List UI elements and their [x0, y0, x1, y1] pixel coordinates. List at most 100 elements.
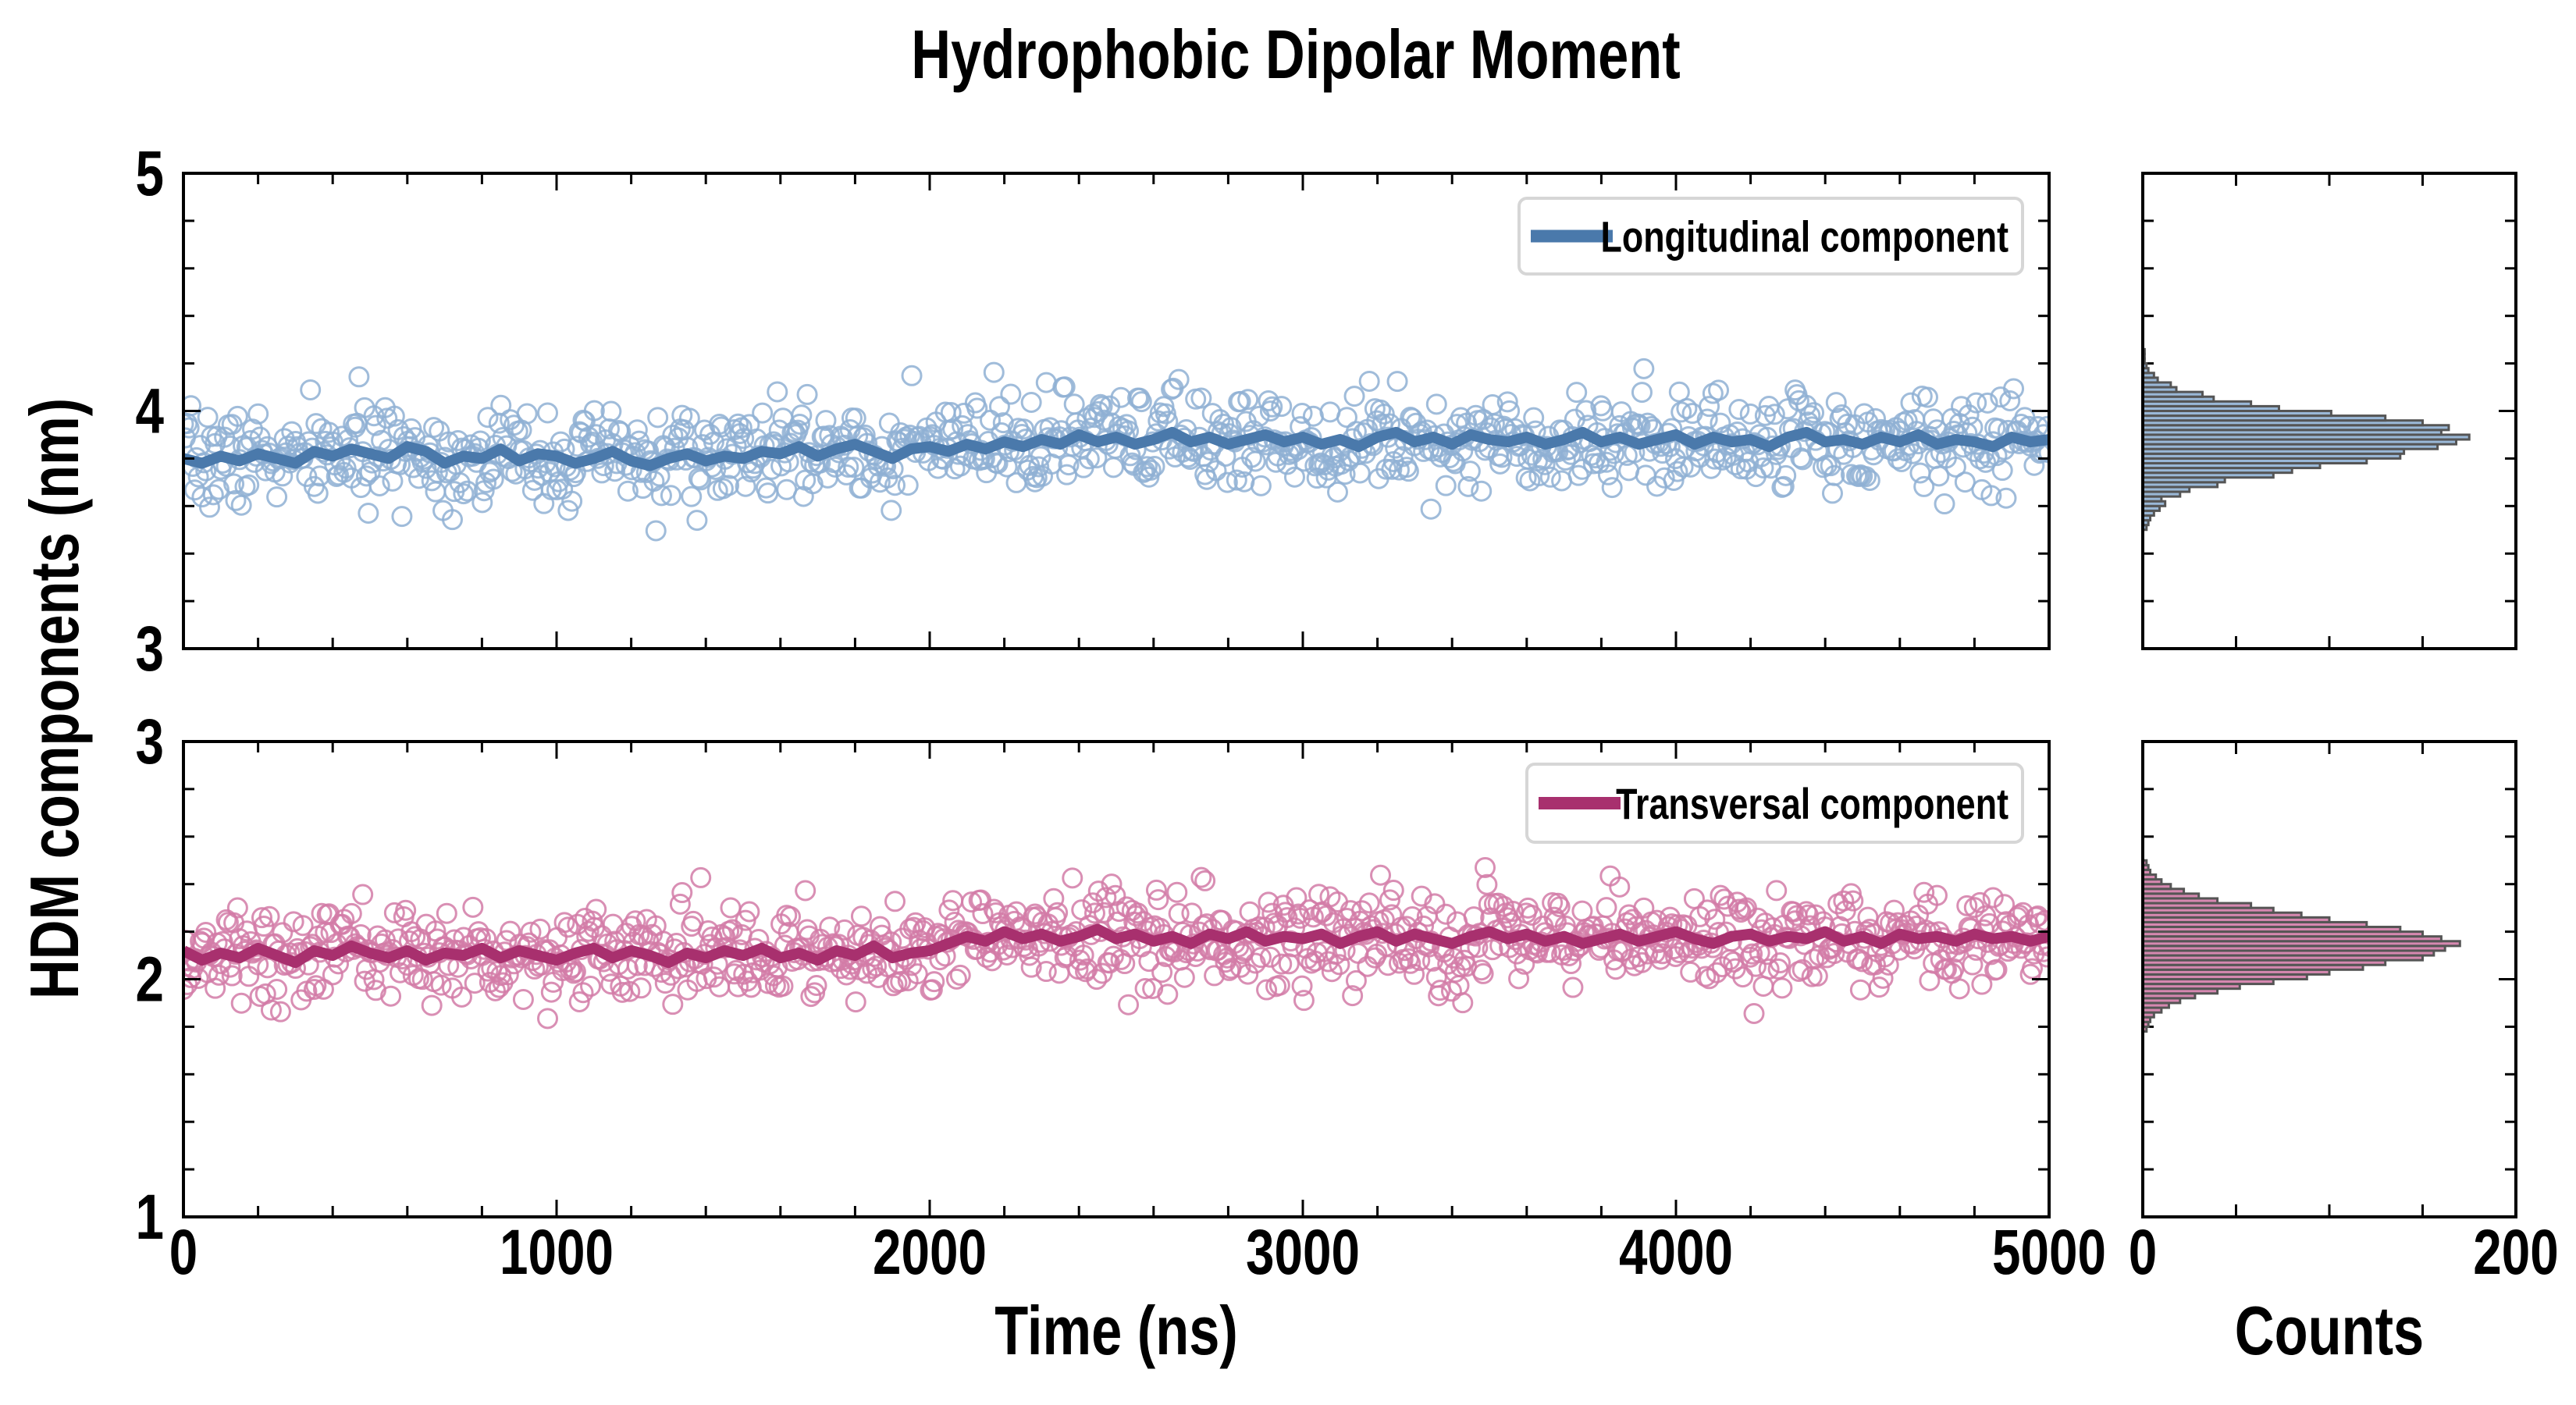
scatter-point	[1668, 941, 1690, 963]
scatter-point	[710, 416, 732, 438]
scatter-point	[1969, 891, 1991, 913]
scatter-point	[1047, 902, 1069, 923]
scatter-point	[1062, 867, 1083, 889]
scatter-point	[940, 401, 962, 423]
scatter-point	[1652, 943, 1674, 965]
scatter-point	[966, 397, 988, 419]
scatter-point	[1190, 866, 1212, 888]
scatter-point	[540, 478, 562, 500]
x-tick-label: 5000	[1992, 1216, 2106, 1288]
y-tick-label-group: 1	[136, 1181, 164, 1253]
scatter-point	[1134, 977, 1156, 999]
scatter-point	[2003, 378, 2025, 400]
scatter-point	[1237, 389, 1259, 411]
scatter-point	[1276, 454, 1298, 475]
scatter-point	[251, 907, 272, 929]
y-tick-label: 2	[136, 944, 164, 1016]
scatter-point	[258, 905, 280, 927]
scatter-point	[688, 467, 710, 489]
scatter-point	[1345, 969, 1367, 991]
scatter-point	[358, 503, 379, 525]
scatter-point	[1596, 897, 1617, 919]
scatter-point	[733, 428, 755, 450]
scatter-point	[1823, 464, 1845, 486]
scatter-point	[921, 979, 943, 1001]
scatter-point	[1948, 978, 1970, 1000]
scatter-point	[307, 482, 329, 504]
scatter-point	[600, 400, 622, 422]
scatter-point	[1566, 382, 1588, 404]
x-tick-label-group: 0	[169, 1216, 197, 1288]
scatter-point	[626, 419, 648, 441]
scatter-point	[850, 905, 872, 927]
scatter-point	[183, 395, 202, 417]
legend-box	[1525, 763, 2024, 844]
scatter-point	[800, 986, 822, 1008]
scatter-point	[1771, 977, 1793, 999]
scatter-point	[1095, 887, 1117, 909]
scatter-point	[1491, 446, 1513, 468]
scatter-point	[516, 403, 538, 425]
scatter-point	[1795, 901, 1817, 923]
scatter-point	[1758, 958, 1780, 980]
scatter-point	[1086, 969, 1108, 991]
scatter-point	[791, 404, 813, 426]
scatter-point	[553, 912, 575, 934]
scatter-point	[780, 905, 802, 927]
scatter-point	[1859, 469, 1880, 491]
scatter-point	[2038, 935, 2049, 957]
scatter-point	[992, 939, 1014, 961]
scatter-point	[477, 960, 499, 982]
scatter-point	[1194, 870, 1216, 891]
scatter-point	[572, 982, 594, 1004]
scatter-point	[471, 492, 493, 514]
scatter-point	[878, 412, 900, 434]
scatter-point	[1263, 912, 1285, 934]
legend-label-group: Longitudinal component	[1600, 212, 2008, 261]
legend-label-group: Transversal component	[1616, 779, 2008, 828]
scatter-point	[1995, 911, 2017, 933]
scatter-point	[1969, 448, 1991, 470]
x-tick-label-group: 1000	[500, 1216, 614, 1288]
scatter-point	[988, 396, 1010, 418]
scatter-point	[578, 920, 600, 942]
scatter-point	[1902, 443, 1923, 464]
scatter-point	[1250, 947, 1272, 969]
scatter-point	[537, 1008, 559, 1030]
scatter-point	[520, 921, 542, 943]
legend	[1525, 763, 2024, 844]
scatter-point	[788, 413, 810, 435]
scatter-point	[1966, 392, 1987, 414]
scatter-point	[884, 891, 906, 912]
scatter-point	[300, 379, 322, 400]
scatter-point	[942, 418, 964, 440]
scatter-point	[1680, 961, 1702, 983]
scatter-point	[318, 422, 340, 443]
scatter-point	[949, 455, 971, 477]
scatter-point	[1118, 994, 1140, 1016]
scatter-point	[1318, 951, 1340, 973]
scatter-point	[1956, 895, 1978, 916]
scatter-point	[557, 500, 579, 521]
scatter-point	[923, 971, 945, 993]
scatter-point	[1523, 407, 1545, 429]
scatter-point	[197, 407, 219, 429]
scatter-point	[1142, 977, 1164, 999]
scatter-point	[1291, 402, 1313, 424]
scatter-point	[983, 361, 1005, 383]
scatter-point	[961, 891, 983, 913]
x-tick-label: 1000	[500, 1216, 614, 1288]
scatter-point	[1386, 371, 1408, 393]
scatter-point	[1343, 386, 1365, 407]
scatter-point	[796, 383, 818, 405]
scatter-point	[1508, 968, 1530, 990]
y-tick-label: 1	[136, 1181, 164, 1253]
scatter-point	[340, 902, 362, 924]
scatter-point	[1916, 386, 1938, 408]
scatter-point	[1637, 943, 1659, 965]
scatter-point	[436, 902, 457, 924]
scatter-point	[1689, 905, 1711, 927]
scatter-point	[585, 898, 607, 920]
scatter-point	[1635, 464, 1656, 486]
